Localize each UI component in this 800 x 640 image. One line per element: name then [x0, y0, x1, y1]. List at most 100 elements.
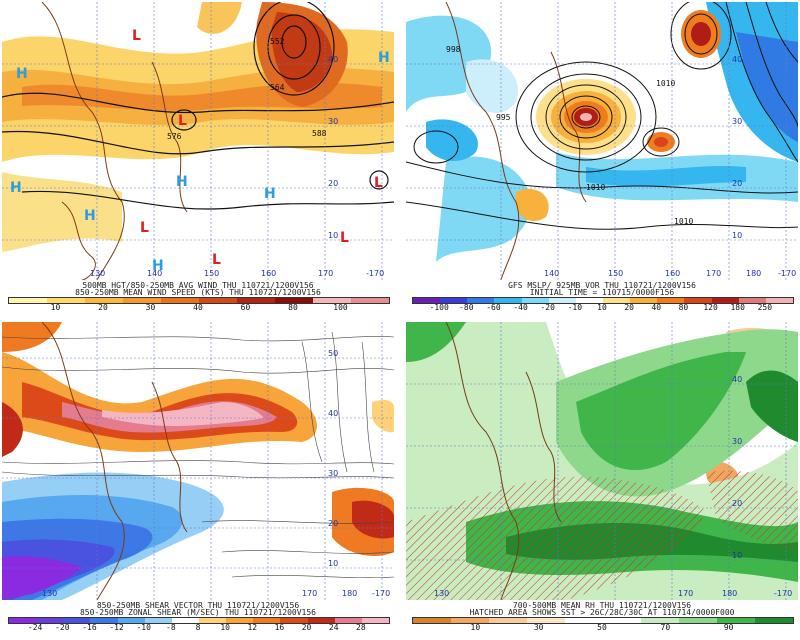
lat-label: 20 — [328, 519, 338, 528]
lat-label: 10 — [328, 231, 338, 240]
colorbar — [8, 297, 390, 304]
colorbar-swatch — [171, 618, 199, 623]
mean-rh-map: 130 170 180 -170 40 30 20 10 — [406, 322, 798, 600]
high-pressure-label: H — [378, 50, 390, 66]
lon-label: -170 — [366, 269, 384, 278]
lon-label: 150 — [608, 269, 623, 278]
colorbar-labels: 10 20 30 40 60 80 100 — [8, 303, 388, 313]
contour-label: 576 — [167, 132, 182, 141]
high-pressure-label: H — [10, 180, 22, 196]
high-pressure-label: H — [84, 208, 96, 224]
colorbar-swatch — [521, 298, 549, 303]
lat-label: 30 — [328, 117, 338, 126]
lon-label: -170 — [774, 589, 792, 598]
colorbar-tick-label: 10 — [470, 623, 481, 632]
colorbar-swatch — [117, 618, 145, 623]
colorbar-swatch — [9, 618, 37, 623]
mslp-vorticity-map: 1010 1010 1010 995 998 140 150 160 170 1… — [406, 2, 798, 280]
lon-label: 150 — [204, 269, 219, 278]
colorbar-tick-label: 50 — [597, 623, 607, 632]
colorbar-tick-label: -16 — [82, 623, 97, 632]
colorbar-swatch — [144, 618, 172, 623]
lat-label: 50 — [328, 349, 338, 358]
colorbar-tick-label: -10 — [567, 303, 583, 312]
colorbar-tick-label: 80 — [678, 303, 689, 312]
colorbar-tick-label: -24 — [27, 623, 43, 632]
caption-line-2: 850-250MB MEAN WIND SPEED (KTS) THU 1107… — [75, 288, 321, 297]
caption-line-2: INITIAL TIME = 110715/0000F156 — [529, 288, 675, 297]
wind-speed-map: 552 564 576 588 L L L L L L H H H H H H … — [2, 2, 394, 280]
colorbar-swatch — [717, 618, 755, 623]
colorbar-swatch — [123, 298, 161, 303]
lon-label: 140 — [147, 269, 162, 278]
zonal-shear-map: 130 170 180 -170 50 40 30 20 10 — [2, 322, 394, 600]
caption-line-2: 850-250MB ZONAL SHEAR (M/SEC) THU 110721… — [79, 608, 316, 617]
colorbar-tick-label: -100 — [429, 303, 449, 312]
colorbar-swatch — [489, 618, 527, 623]
colorbar-swatch — [738, 298, 766, 303]
panel-mslp-vorticity: 1010 1010 1010 995 998 140 150 160 170 1… — [406, 2, 798, 312]
high-pressure-label: H — [264, 186, 276, 202]
lon-label: 130 — [434, 589, 449, 598]
contour-label: 564 — [270, 83, 285, 92]
colorbar-swatch — [711, 298, 739, 303]
lon-label: 180 — [342, 589, 357, 598]
colorbar-tick-label: 24 — [328, 623, 339, 632]
colorbar-tick-label: 16 — [274, 623, 285, 632]
lon-label: 140 — [544, 269, 559, 278]
colorbar-swatch — [413, 298, 441, 303]
lat-label: 40 — [328, 409, 338, 418]
colorbar-tick-label: -8 — [166, 623, 176, 632]
high-pressure-label: H — [152, 258, 164, 274]
colorbar-tick-label: 60 — [240, 303, 251, 312]
lon-label: -170 — [372, 589, 390, 598]
colorbar-labels: -24 -20 -16 -12 -10 -8 8 10 12 16 20 24 28 — [8, 623, 388, 633]
panel-mean-rh: 130 170 180 -170 40 30 20 10 700-500MB M… — [406, 322, 798, 632]
lat-label: 20 — [732, 179, 742, 188]
colorbar-swatch — [307, 618, 335, 623]
colorbar — [412, 297, 794, 304]
lat-label: 30 — [328, 469, 338, 478]
colorbar-tick-label: 120 — [703, 303, 718, 312]
low-pressure-label: L — [178, 113, 187, 129]
colorbar-tick-label: 90 — [723, 623, 734, 632]
caption-line-1: 850-250MB SHEAR VECTOR THU 110721/1200V1… — [96, 601, 300, 610]
colorbar-tick-label: 10 — [597, 303, 607, 312]
low-pressure-label: L — [374, 175, 383, 191]
colorbar-swatch — [36, 618, 64, 623]
colorbar-tick-label: -10 — [136, 623, 151, 632]
low-pressure-label: L — [132, 28, 141, 44]
colorbar-swatch — [467, 298, 495, 303]
lat-label: 40 — [328, 55, 338, 64]
low-pressure-label: L — [140, 220, 149, 236]
lat-label: 10 — [732, 231, 742, 240]
lat-label: 30 — [732, 117, 742, 126]
lon-label: 170 — [302, 589, 317, 598]
colorbar-swatch — [765, 298, 793, 303]
low-pressure-label: L — [340, 230, 349, 246]
colorbar-swatch — [9, 298, 47, 303]
colorbar-tick-label: 40 — [651, 303, 662, 312]
lon-label: 180 — [722, 589, 737, 598]
colorbar-swatch — [603, 618, 641, 623]
colorbar-swatch — [253, 618, 281, 623]
colorbar-swatch — [657, 298, 685, 303]
colorbar-swatch — [679, 618, 717, 623]
colorbar-tick-label: 100 — [333, 303, 348, 312]
caption-line-1: 500MB HGT/850-250MB AVG WIND THU 110721/… — [82, 281, 314, 290]
colorbar-tick-label: 250 — [757, 303, 773, 312]
colorbar-tick-label: 40 — [193, 303, 203, 312]
colorbar-tick-label: 12 — [247, 623, 258, 632]
colorbar-swatch — [313, 298, 351, 303]
colorbar-labels: -100 -80 -60 -40 -20 -10 10 20 40 80 120 180 250 — [412, 303, 792, 313]
colorbar-tick-label: -12 — [109, 623, 124, 632]
colorbar-swatch — [440, 298, 468, 303]
colorbar-swatch — [280, 618, 308, 623]
colorbar-tick-label: -20 — [540, 303, 555, 312]
colorbar-swatch — [684, 298, 712, 303]
colorbar-swatch — [199, 298, 237, 303]
isobar-label: 1010 — [586, 183, 605, 192]
colorbar-tick-label: 180 — [730, 303, 745, 312]
caption-line-1: GFS MSLP/ 925MB VOR THU 110721/1200V156 — [508, 281, 696, 290]
colorbar-swatch — [47, 298, 85, 303]
